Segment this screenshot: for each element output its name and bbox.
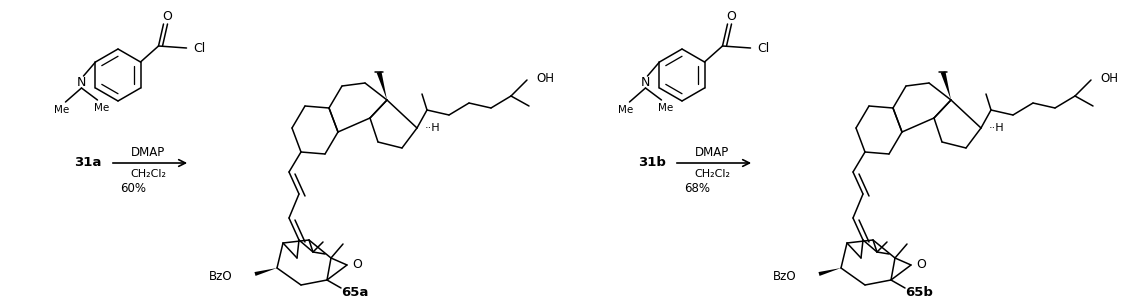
Text: 31b: 31b (638, 157, 666, 169)
Text: 31a: 31a (74, 157, 102, 169)
Polygon shape (819, 268, 841, 276)
Text: CH₂Cl₂: CH₂Cl₂ (130, 169, 166, 179)
Text: Cl: Cl (757, 42, 769, 55)
Polygon shape (377, 71, 387, 100)
Text: ··H: ··H (425, 123, 441, 133)
Text: Me: Me (658, 103, 673, 113)
Text: Me: Me (94, 103, 109, 113)
Polygon shape (941, 71, 951, 100)
Text: N: N (77, 76, 86, 89)
Text: OH: OH (1100, 72, 1118, 85)
Text: Me: Me (618, 105, 633, 115)
Text: O: O (726, 9, 737, 22)
Text: 68%: 68% (684, 181, 710, 195)
Text: BzO: BzO (774, 269, 797, 282)
Text: Me: Me (54, 105, 69, 115)
Text: BzO: BzO (210, 269, 233, 282)
Polygon shape (255, 268, 277, 276)
Text: ··H: ··H (989, 123, 1005, 133)
Text: O: O (162, 9, 173, 22)
Text: CH₂Cl₂: CH₂Cl₂ (694, 169, 730, 179)
Text: N: N (641, 76, 650, 89)
Text: 60%: 60% (120, 181, 146, 195)
Text: O: O (352, 258, 362, 271)
Text: OH: OH (536, 72, 554, 85)
Text: Cl: Cl (193, 42, 205, 55)
Text: DMAP: DMAP (695, 145, 729, 158)
Text: DMAP: DMAP (131, 145, 165, 158)
Text: 65b: 65b (905, 285, 933, 298)
Text: O: O (916, 258, 926, 271)
Text: 65a: 65a (342, 285, 369, 298)
